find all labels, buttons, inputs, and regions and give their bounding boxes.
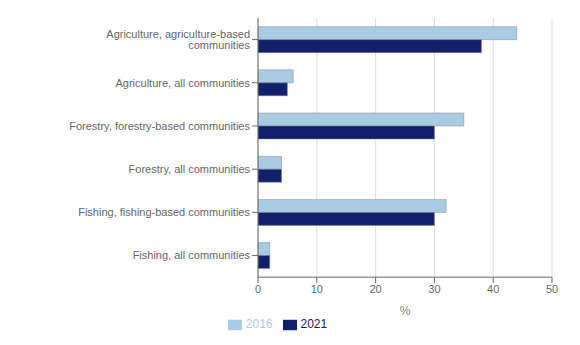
svg-text:0: 0: [255, 283, 261, 295]
svg-text:50: 50: [546, 283, 558, 295]
svg-text:Forestry, all communities: Forestry, all communities: [129, 163, 251, 175]
svg-text:Agriculture, all communities: Agriculture, all communities: [116, 77, 251, 89]
svg-text:20: 20: [369, 283, 381, 295]
svg-text:Fishing, all communities: Fishing, all communities: [133, 249, 251, 261]
html-text:2016: 2016: [245, 317, 273, 332]
svg-text:10: 10: [311, 283, 323, 295]
svg-text:30: 30: [428, 283, 440, 295]
svg-text:Forestry, forestry-based commu: Forestry, forestry-based communities: [69, 120, 250, 132]
svg-text:Agriculture, agriculture-based: Agriculture, agriculture-basedcommunitie…: [106, 28, 250, 51]
svg-text:%: %: [400, 304, 411, 318]
html-text:2021: 2021: [300, 317, 328, 332]
svg-text:Fishing, fishing-based communi: Fishing, fishing-based communities: [78, 206, 250, 218]
svg-text:40: 40: [487, 283, 499, 295]
